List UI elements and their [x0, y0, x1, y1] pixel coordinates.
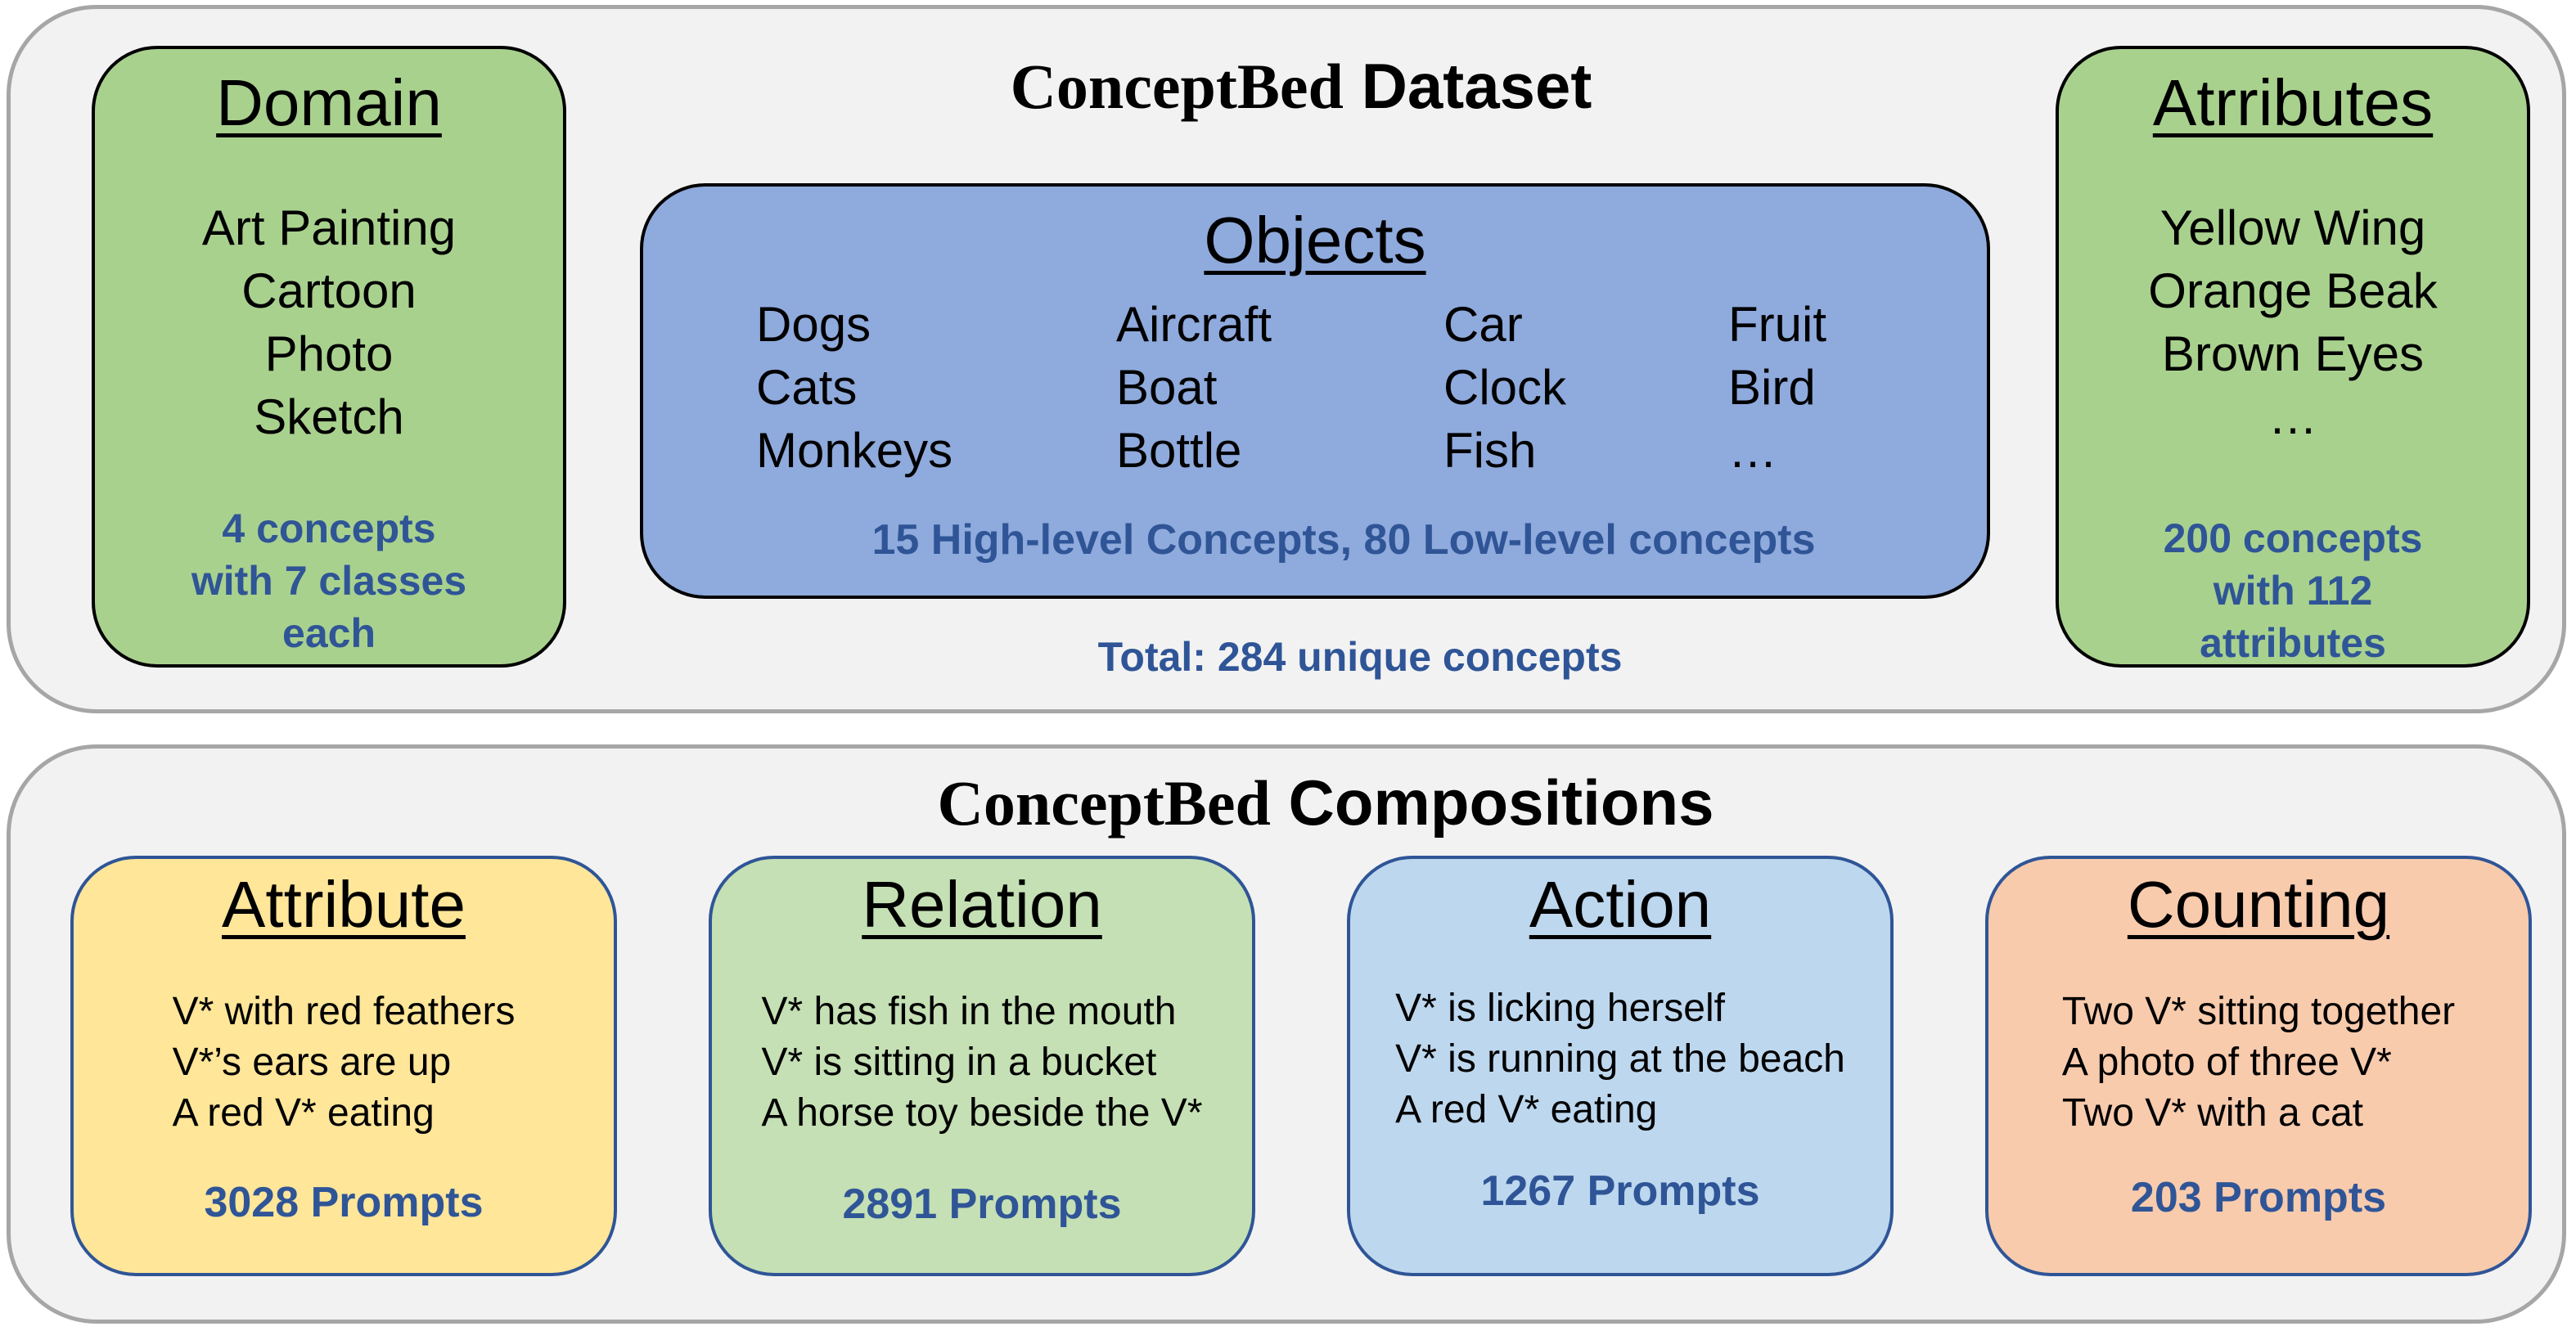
objects-stat: 15 High-level Concepts, 80 Low-level con…	[871, 516, 1816, 564]
prompt-example: V* has fish in the mouth	[761, 990, 1177, 1033]
attribute-item: …	[2268, 389, 2317, 444]
object-item: Aircraft	[1116, 297, 1272, 352]
object-item: Bottle	[1116, 423, 1242, 478]
relation-composition-box: Relation V* has fish in the mouth V* is …	[709, 856, 1255, 1276]
prompt-example: A horse toy beside the V*	[761, 1091, 1203, 1135]
prompt-example: V* is sitting in a bucket	[761, 1041, 1157, 1084]
object-item: Clock	[1443, 360, 1567, 415]
domain-box: Domain Art Painting Cartoon Photo Sketch…	[92, 46, 566, 668]
dataset-heading: ConceptBed Dataset	[1011, 54, 1592, 119]
dataset-brand: ConceptBed	[1010, 51, 1344, 122]
objects-column: Car Clock Fish	[1443, 293, 1566, 482]
prompt-example: V* is running at the beach	[1395, 1037, 1845, 1081]
action-composition-title: Action	[1529, 868, 1712, 941]
attributes-stat-line: with 112	[2213, 568, 2373, 614]
object-item: Dogs	[756, 297, 871, 352]
objects-column: Aircraft Boat Bottle	[1116, 293, 1272, 482]
prompt-example: Two V* sitting together	[2061, 990, 2456, 1033]
attribute-item: Orange Beak	[2148, 263, 2438, 318]
attribute-composition-title: Attribute	[222, 868, 466, 941]
domain-stat-line: each	[282, 610, 376, 656]
attributes-list: Yellow Wing Orange Beak Brown Eyes …	[2059, 196, 2527, 448]
object-item: Monkeys	[756, 423, 953, 478]
counting-composition-box: Counting Two V* sitting together A photo…	[1985, 856, 2532, 1276]
object-item: Bird	[1728, 360, 1816, 415]
compositions-brand: ConceptBed	[937, 767, 1271, 839]
action-prompt-count: 1267 Prompts	[1480, 1167, 1760, 1215]
domain-item: Sketch	[254, 389, 404, 444]
attribute-item: Yellow Wing	[2159, 200, 2426, 255]
object-item: Fish	[1443, 423, 1537, 478]
domain-title: Domain	[216, 66, 442, 139]
attributes-stat-line: attributes	[2200, 620, 2386, 666]
object-item: Fruit	[1728, 297, 1826, 352]
domain-item: Art Painting	[201, 200, 457, 255]
domain-list: Art Painting Cartoon Photo Sketch	[95, 196, 563, 448]
prompt-example: A red V* eating	[172, 1091, 435, 1135]
counting-prompt-count: 203 Prompts	[2130, 1174, 2387, 1221]
object-item: Cats	[756, 360, 858, 415]
action-composition-box: Action V* is licking herself V* is runni…	[1347, 856, 1894, 1276]
objects-column: Fruit Bird …	[1728, 293, 1826, 482]
prompt-example: V*’s ears are up	[172, 1041, 452, 1084]
attributes-stat-line: 200 concepts	[2163, 515, 2423, 561]
counting-composition-title: Counting	[2127, 868, 2390, 941]
objects-title: Objects	[1204, 204, 1426, 277]
relation-composition-list: V* has fish in the mouth V* is sitting i…	[712, 987, 1252, 1139]
domain-stat: 4 concepts with 7 classes each	[95, 502, 563, 659]
dataset-title: Dataset	[1361, 50, 1592, 122]
domain-stat-line: with 7 classes	[191, 558, 467, 604]
attribute-prompt-count: 3028 Prompts	[204, 1179, 484, 1226]
domain-item: Photo	[264, 326, 394, 381]
counting-composition-list: Two V* sitting together A photo of three…	[1988, 987, 2529, 1139]
attribute-composition-list: V* with red feathers V*’s ears are up A …	[74, 987, 614, 1139]
prompt-example: A photo of three V*	[2061, 1041, 2392, 1084]
objects-column: Dogs Cats Monkeys	[756, 293, 952, 482]
object-item: …	[1728, 423, 1777, 478]
prompt-example: A red V* eating	[1395, 1088, 1658, 1131]
relation-prompt-count: 2891 Prompts	[842, 1180, 1122, 1228]
compositions-heading: ConceptBed Compositions	[937, 771, 1714, 835]
attributes-stat: 200 concepts with 112 attributes	[2059, 512, 2527, 669]
action-composition-list: V* is licking herself V* is running at t…	[1350, 983, 1890, 1135]
prompt-example: V* with red feathers	[172, 990, 516, 1033]
compositions-title: Compositions	[1288, 767, 1714, 839]
domain-stat-line: 4 concepts	[222, 506, 436, 551]
domain-item: Cartoon	[241, 263, 417, 318]
object-item: Car	[1443, 297, 1523, 352]
prompt-example: Two V* with a cat	[2061, 1091, 2364, 1135]
object-item: Boat	[1116, 360, 1218, 415]
total-concepts: Total: 284 unique concepts	[1097, 634, 1623, 680]
attribute-item: Brown Eyes	[2161, 326, 2425, 381]
attributes-title: Atrributes	[2152, 66, 2434, 139]
relation-composition-title: Relation	[862, 868, 1102, 941]
attributes-box: Atrributes Yellow Wing Orange Beak Brown…	[2056, 46, 2530, 668]
attribute-composition-box: Attribute V* with red feathers V*’s ears…	[70, 856, 617, 1276]
objects-box: Objects Dogs Cats Monkeys Aircraft Boat …	[640, 183, 1990, 599]
prompt-example: V* is licking herself	[1395, 987, 1725, 1030]
